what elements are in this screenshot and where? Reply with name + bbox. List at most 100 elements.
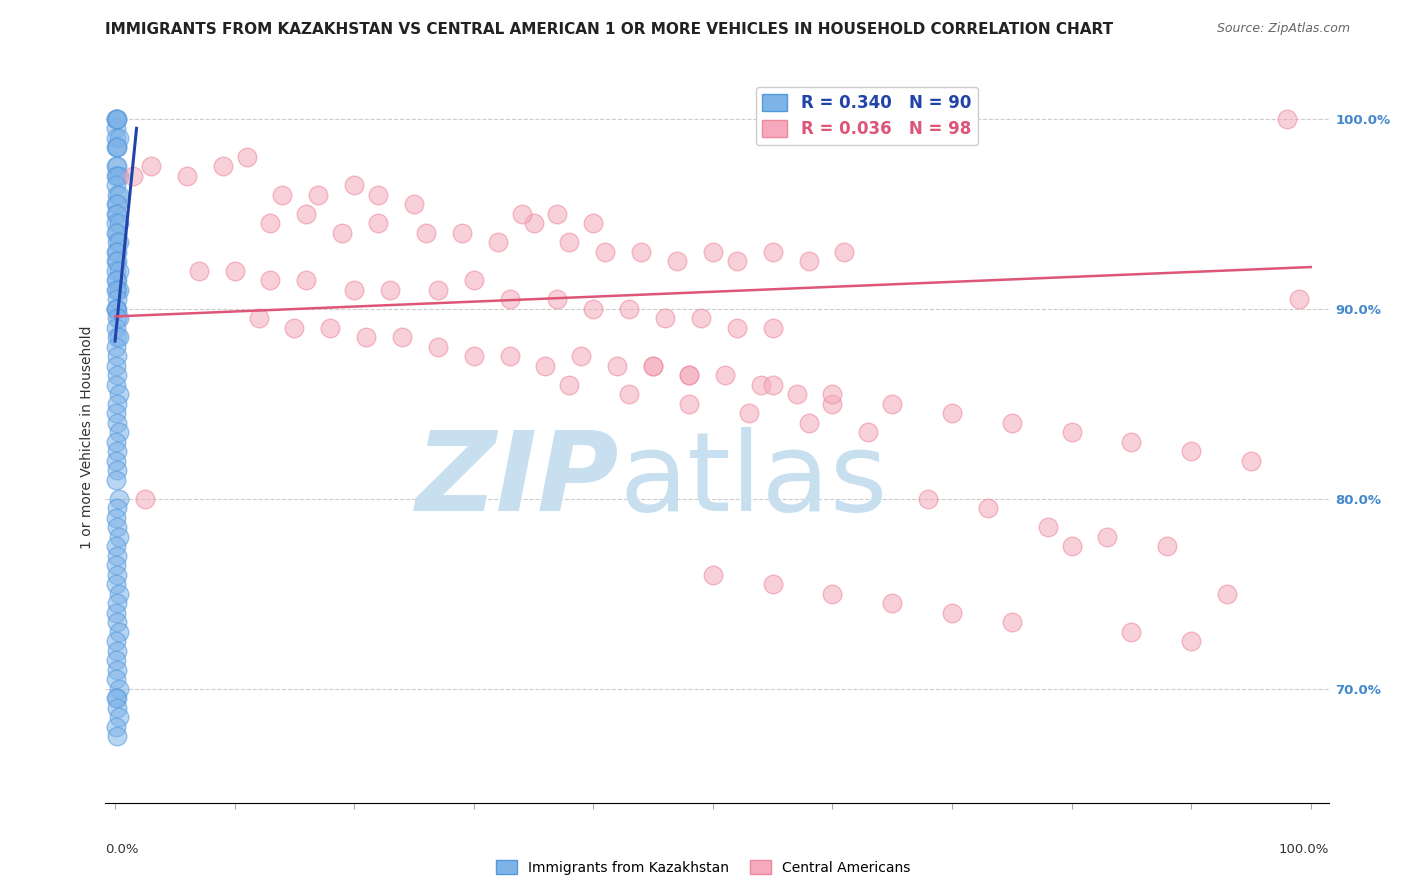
- Point: [105, 121, 128, 136]
- Point: [105, 226, 128, 240]
- Point: [378, 283, 401, 297]
- Point: [105, 321, 128, 335]
- Point: [105, 691, 128, 706]
- Point: [617, 301, 640, 316]
- Point: [643, 359, 665, 373]
- Point: [107, 140, 129, 154]
- Point: [107, 283, 129, 297]
- Point: [107, 112, 129, 126]
- Point: [107, 254, 129, 268]
- Point: [1060, 539, 1083, 553]
- Point: [107, 444, 129, 458]
- Point: [534, 359, 557, 373]
- Point: [762, 577, 785, 591]
- Point: [105, 159, 128, 173]
- Point: [498, 293, 520, 307]
- Point: [295, 207, 318, 221]
- Point: [107, 520, 129, 534]
- Point: [107, 235, 129, 250]
- Point: [105, 377, 128, 392]
- Point: [1097, 530, 1119, 544]
- Point: [235, 150, 257, 164]
- Point: [1060, 425, 1083, 440]
- Point: [426, 283, 449, 297]
- Point: [105, 264, 128, 278]
- Point: [295, 273, 318, 287]
- Point: [105, 131, 128, 145]
- Point: [105, 178, 128, 193]
- Point: [558, 377, 581, 392]
- Point: [105, 112, 128, 126]
- Point: [211, 159, 233, 173]
- Point: [762, 244, 785, 259]
- Point: [107, 244, 129, 259]
- Point: [821, 387, 844, 401]
- Point: [762, 377, 785, 392]
- Point: [463, 349, 485, 363]
- Point: [107, 283, 129, 297]
- Point: [797, 254, 820, 268]
- Point: [105, 539, 128, 553]
- Point: [522, 216, 544, 230]
- Point: [187, 264, 209, 278]
- Point: [977, 501, 1000, 516]
- Point: [702, 567, 724, 582]
- Point: [593, 244, 616, 259]
- Point: [105, 359, 128, 373]
- Point: [107, 615, 129, 630]
- Point: [107, 491, 129, 506]
- Point: [107, 301, 129, 316]
- Point: [107, 349, 129, 363]
- Point: [858, 425, 880, 440]
- Point: [107, 729, 129, 743]
- Point: [107, 587, 129, 601]
- Point: [105, 653, 128, 667]
- Text: atlas: atlas: [619, 427, 887, 534]
- Legend: R = 0.340   N = 90, R = 0.036   N = 98: R = 0.340 N = 90, R = 0.036 N = 98: [756, 87, 977, 145]
- Point: [917, 491, 939, 506]
- Point: [107, 207, 129, 221]
- Point: [139, 159, 162, 173]
- Point: [107, 397, 129, 411]
- Point: [666, 254, 689, 268]
- Point: [107, 644, 129, 658]
- Point: [107, 197, 129, 211]
- Point: [617, 387, 640, 401]
- Point: [107, 463, 129, 477]
- Point: [1036, 520, 1059, 534]
- Point: [134, 491, 156, 506]
- Point: [354, 330, 377, 344]
- Point: [678, 397, 700, 411]
- Point: [319, 321, 342, 335]
- Point: [367, 216, 389, 230]
- Point: [702, 244, 724, 259]
- Point: [786, 387, 808, 401]
- Point: [558, 235, 581, 250]
- Point: [105, 720, 128, 734]
- Point: [643, 359, 665, 373]
- Point: [821, 587, 844, 601]
- Point: [107, 596, 129, 610]
- Point: [941, 606, 963, 620]
- Point: [105, 434, 128, 449]
- Text: Source: ZipAtlas.com: Source: ZipAtlas.com: [1216, 22, 1350, 36]
- Point: [797, 416, 820, 430]
- Point: [1180, 634, 1202, 648]
- Point: [1121, 434, 1143, 449]
- Point: [107, 112, 129, 126]
- Point: [176, 169, 198, 183]
- Point: [821, 397, 844, 411]
- Point: [105, 140, 128, 154]
- Point: [107, 169, 129, 183]
- Point: [1121, 624, 1143, 639]
- Point: [107, 187, 129, 202]
- Point: [107, 293, 129, 307]
- Point: [762, 321, 785, 335]
- Point: [330, 226, 353, 240]
- Point: [105, 254, 128, 268]
- Point: [834, 244, 856, 259]
- Point: [107, 216, 129, 230]
- Point: [105, 301, 128, 316]
- Point: [105, 140, 128, 154]
- Point: [224, 264, 246, 278]
